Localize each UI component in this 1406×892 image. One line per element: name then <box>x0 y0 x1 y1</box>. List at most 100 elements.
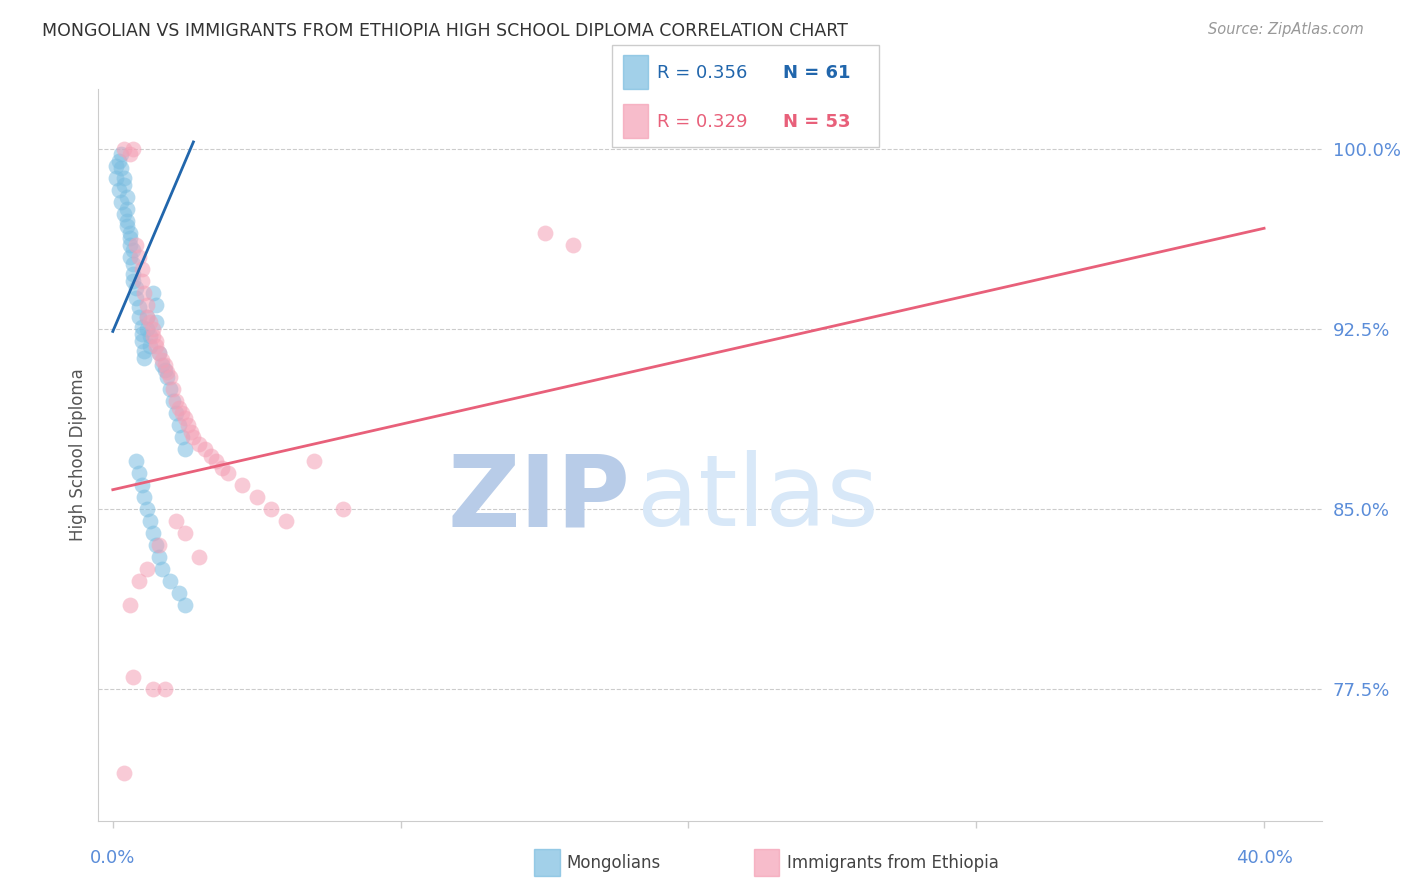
Point <box>142 329 165 343</box>
Point <box>139 514 162 528</box>
Point <box>112 142 135 156</box>
Point <box>125 291 148 305</box>
Point <box>115 214 138 228</box>
Point <box>165 406 187 420</box>
Point <box>131 326 153 341</box>
Point <box>112 207 135 221</box>
Point <box>131 478 153 492</box>
Point <box>131 319 153 334</box>
Point <box>134 343 156 358</box>
Text: Source: ZipAtlas.com: Source: ZipAtlas.com <box>1208 22 1364 37</box>
Point <box>142 322 165 336</box>
Point <box>142 525 165 540</box>
Point <box>162 382 184 396</box>
Point <box>170 430 193 444</box>
Text: 40.0%: 40.0% <box>1236 849 1292 867</box>
Point <box>260 501 283 516</box>
Point <box>120 231 142 245</box>
Point <box>180 425 202 439</box>
Point <box>134 490 156 504</box>
Point <box>148 346 170 360</box>
Point <box>128 310 150 324</box>
Point <box>533 226 555 240</box>
Point <box>145 538 167 552</box>
Point <box>211 461 233 475</box>
Point <box>139 329 162 343</box>
Point <box>134 286 156 301</box>
Point <box>173 525 195 540</box>
Point <box>125 454 148 468</box>
Point <box>115 190 138 204</box>
Text: Immigrants from Ethiopia: Immigrants from Ethiopia <box>787 854 1000 871</box>
Point <box>122 670 145 684</box>
Point <box>167 401 190 416</box>
Point <box>125 281 148 295</box>
Point <box>145 315 167 329</box>
Point <box>107 154 129 169</box>
Point <box>122 243 145 257</box>
Point <box>194 442 217 456</box>
Text: Mongolians: Mongolians <box>567 854 661 871</box>
Point <box>136 562 159 576</box>
Point <box>110 161 132 176</box>
Point <box>136 501 159 516</box>
Point <box>188 549 211 564</box>
Text: R = 0.329: R = 0.329 <box>657 112 747 130</box>
Point <box>120 250 142 264</box>
Point <box>150 562 173 576</box>
Point <box>200 449 222 463</box>
Point <box>205 454 228 468</box>
Point <box>159 370 181 384</box>
Point <box>562 238 585 252</box>
Point <box>139 315 162 329</box>
Point <box>246 490 269 504</box>
Point <box>165 514 187 528</box>
Point <box>156 365 179 379</box>
Point <box>122 267 145 281</box>
Point <box>173 410 195 425</box>
Point <box>120 238 142 252</box>
Point <box>131 334 153 348</box>
Point <box>131 274 153 288</box>
Point <box>107 183 129 197</box>
Point <box>231 478 253 492</box>
Point <box>165 394 187 409</box>
Point <box>159 574 181 588</box>
Point <box>188 437 211 451</box>
Point <box>131 262 153 277</box>
Point <box>183 430 205 444</box>
Point <box>162 394 184 409</box>
Point <box>125 238 148 252</box>
Point <box>122 274 145 288</box>
Text: N = 53: N = 53 <box>783 112 851 130</box>
Point <box>148 538 170 552</box>
Point <box>128 574 150 588</box>
Point <box>128 250 150 264</box>
Point <box>139 339 162 353</box>
Point <box>170 406 193 420</box>
Point <box>150 353 173 368</box>
Text: MONGOLIAN VS IMMIGRANTS FROM ETHIOPIA HIGH SCHOOL DIPLOMA CORRELATION CHART: MONGOLIAN VS IMMIGRANTS FROM ETHIOPIA HI… <box>42 22 848 40</box>
Point <box>148 549 170 564</box>
Point <box>120 226 142 240</box>
Point <box>122 257 145 271</box>
Point <box>176 417 198 432</box>
Point <box>142 681 165 696</box>
Point <box>128 301 150 315</box>
Point <box>120 147 142 161</box>
Point <box>148 346 170 360</box>
Point <box>110 147 132 161</box>
Point <box>104 159 127 173</box>
Point <box>304 454 326 468</box>
Point <box>274 514 297 528</box>
Y-axis label: High School Diploma: High School Diploma <box>69 368 87 541</box>
Point <box>128 466 150 480</box>
Point <box>112 170 135 185</box>
Point <box>173 598 195 612</box>
Point <box>153 358 176 372</box>
Point <box>134 351 156 365</box>
Point <box>173 442 195 456</box>
Point <box>332 501 354 516</box>
Point <box>122 142 145 156</box>
Text: atlas: atlas <box>637 450 879 548</box>
